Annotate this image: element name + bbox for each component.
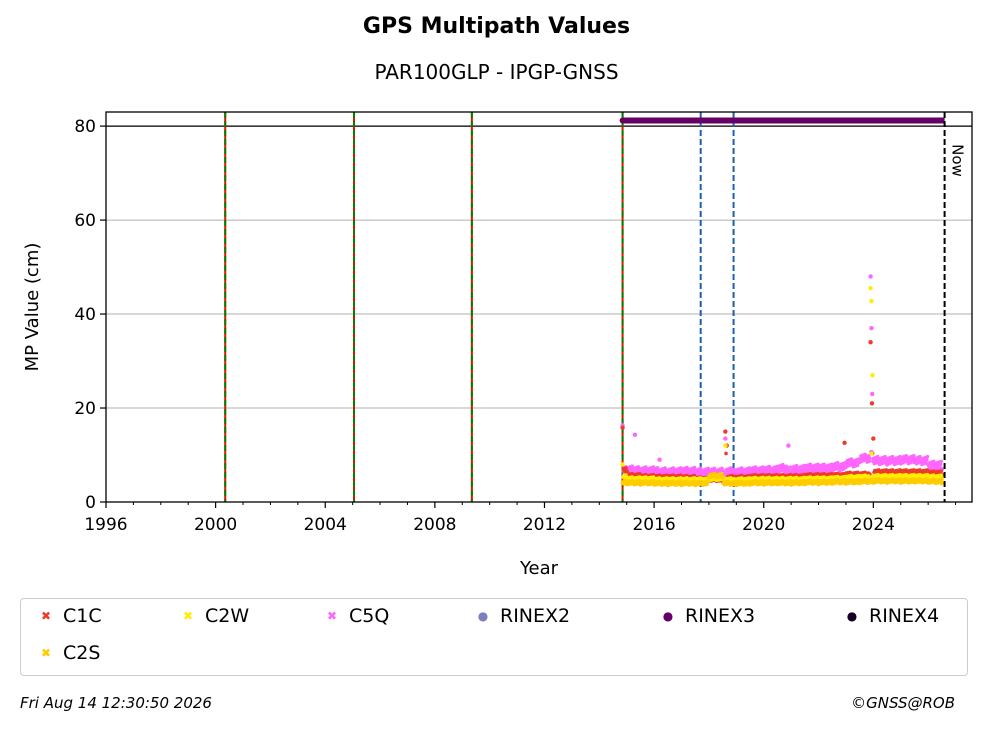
- data-point-c2w: [869, 298, 874, 304]
- x-tick-label: 2012: [523, 515, 566, 535]
- legend-marker-rinex4: ●: [846, 609, 858, 623]
- y-tick-label: 80: [74, 117, 96, 137]
- data-point-c1c: [624, 469, 629, 474]
- data-point-c2w: [620, 462, 625, 467]
- x-tick-label: 2024: [852, 515, 895, 535]
- data-point-c5q: [786, 443, 791, 448]
- x-tick-label: 2008: [413, 515, 456, 535]
- legend-item-c2w: ✖ C2W: [179, 605, 249, 627]
- data-point-c5q: [868, 274, 873, 279]
- legend-label-c2w: C2W: [205, 605, 250, 627]
- legend-marker-c2w: ✖: [182, 609, 194, 623]
- data-point-c5q: [632, 432, 638, 438]
- data-point-c5q: [939, 459, 943, 464]
- data-point-c1c: [871, 436, 876, 441]
- data-point-c2s: [706, 479, 711, 484]
- data-point-c5q: [911, 453, 916, 458]
- legend-marker-c2s: ✖: [40, 646, 52, 660]
- data-point-c5q: [869, 325, 874, 331]
- data-point-c1c: [868, 340, 873, 345]
- y-tick-label: 60: [74, 211, 96, 231]
- legend-item-c1c: ✖ C1C: [37, 605, 102, 627]
- legend-item-rinex4: ● RINEX4: [843, 605, 939, 627]
- legend-label-c1c: C1C: [63, 605, 102, 627]
- data-point-c2w: [624, 473, 628, 477]
- data-point-c5q: [657, 457, 662, 462]
- legend-label-c5q: C5Q: [349, 605, 390, 627]
- data-point-c5q: [938, 462, 943, 467]
- x-tick-label: 2016: [632, 515, 675, 535]
- data-point-c5q: [855, 463, 860, 468]
- x-tick-label: 1996: [84, 515, 127, 535]
- data-point-c1c: [724, 451, 728, 456]
- data-point-c1c: [842, 440, 847, 445]
- y-tick-label: 0: [85, 493, 96, 513]
- data-point-c2s: [939, 477, 943, 482]
- y-axis-label: MP Value (cm): [22, 243, 43, 372]
- plot-frame: [105, 111, 973, 503]
- legend-label-rinex2: RINEX2: [500, 605, 571, 627]
- legend-label-rinex3: RINEX3: [685, 605, 756, 627]
- now-label: Now: [949, 144, 967, 177]
- data-point-c2w: [868, 475, 872, 479]
- data-point-c2s: [939, 481, 945, 486]
- x-tick-label: 2020: [742, 515, 785, 535]
- data-point-c2w: [868, 286, 873, 291]
- legend-item-c5q: ✖ C5Q: [323, 605, 389, 627]
- legend-marker-rinex3: ●: [662, 609, 674, 623]
- rinex3-availability-point: [619, 117, 626, 124]
- legend-label-c2s: C2S: [63, 642, 101, 664]
- legend-item-c2s: ✖ C2S: [37, 642, 100, 664]
- data-point-c1c: [723, 429, 728, 434]
- data-point-c5q: [911, 457, 915, 461]
- data-point-c5q: [925, 454, 930, 459]
- data-point-c1c: [869, 401, 875, 406]
- data-point-c2w: [883, 472, 888, 477]
- data-point-c5q: [692, 465, 697, 470]
- x-tick-label: 2000: [194, 515, 237, 535]
- chart-subtitle: PAR100GLP - IPGP-GNSS: [374, 60, 619, 84]
- y-tick-label: 40: [74, 305, 96, 325]
- legend-label-rinex4: RINEX4: [869, 605, 940, 627]
- generated-timestamp: Fri Aug 14 12:30:50 2026: [20, 694, 212, 712]
- data-point-c1c: [939, 469, 943, 473]
- x-axis-label: Year: [519, 558, 559, 579]
- multipath-chart: Now 0 20 40 60 80 1996 2000 2004 2008 2012 2016 2020…: [22, 111, 973, 579]
- y-tick-label: 20: [74, 399, 96, 419]
- data-point-c5q: [867, 459, 872, 464]
- data-point-c1c: [624, 466, 628, 470]
- x-tick-label: 2004: [304, 515, 347, 535]
- data-point-c2w: [870, 372, 875, 378]
- data-point-c5q: [870, 391, 875, 397]
- data-point-c5q: [924, 457, 929, 462]
- legend-item-rinex2: ● RINEX2: [474, 605, 570, 627]
- data-point-c2w: [939, 473, 943, 477]
- legend-marker-rinex2: ●: [477, 609, 489, 623]
- copyright-notice: ©GNSS@ROB: [851, 694, 955, 712]
- data-point-c2s: [720, 471, 724, 476]
- data-point-c5q: [631, 466, 636, 471]
- data-point-c2w: [723, 443, 728, 448]
- chart-title: GPS Multipath Values: [362, 14, 631, 39]
- legend-item-rinex3: ● RINEX3: [659, 605, 755, 627]
- data-point-c5q: [692, 468, 696, 473]
- data-point-c5q: [787, 465, 792, 469]
- legend-marker-c1c: ✖: [40, 609, 52, 623]
- data-point-c5q: [664, 468, 669, 473]
- data-point-c2s: [720, 475, 725, 480]
- data-point-c5q: [868, 456, 872, 461]
- data-point-c2w: [870, 451, 874, 456]
- data-point-c5q: [723, 436, 728, 441]
- chart-legend: ✖ C1C ✖ C2W ✖ C5Q ● RINEX2 ● RINEX3 ● RI…: [20, 598, 968, 676]
- data-point-c1c: [620, 425, 625, 430]
- legend-marker-c5q: ✖: [326, 609, 338, 623]
